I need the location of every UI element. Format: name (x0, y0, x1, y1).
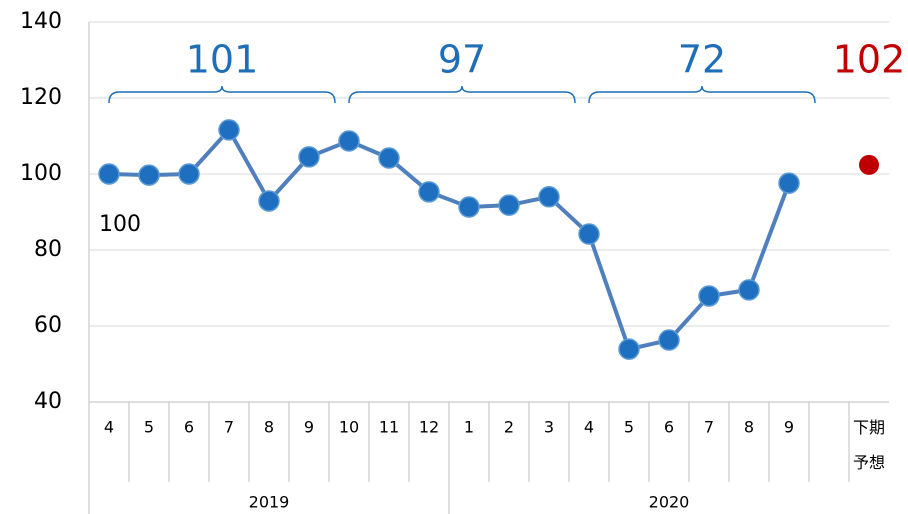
x-tick-label: 3 (544, 418, 554, 437)
period-label: 97 (438, 38, 486, 82)
x-tick-label: 12 (419, 418, 439, 437)
x-tick-label: 7 (704, 418, 714, 437)
point (498, 194, 520, 216)
point (378, 147, 400, 169)
x-tick-label: 下期予想 (853, 418, 885, 472)
point (738, 279, 760, 301)
point-label: 100 (99, 212, 141, 237)
point (138, 164, 160, 186)
x-tick-label: 5 (144, 418, 154, 437)
x-tick-label: 5 (624, 418, 634, 437)
y-tick-label: 40 (34, 389, 62, 414)
point (418, 181, 440, 203)
point (578, 223, 600, 245)
point (258, 190, 280, 212)
y-tick-label: 100 (20, 161, 62, 186)
point (458, 196, 480, 218)
label-line: 下期 (853, 418, 885, 437)
point (658, 329, 680, 351)
series-line (108, 127, 791, 352)
point (338, 130, 360, 152)
x-tick-label: 1 (464, 418, 474, 437)
y-tick-label: 80 (34, 237, 62, 262)
point (618, 338, 640, 360)
x-tick-label: 6 (664, 418, 674, 437)
x-tick-label: 8 (744, 418, 754, 437)
y-tick-label: 120 (20, 85, 62, 110)
period-brace (588, 85, 816, 104)
point (698, 285, 720, 307)
point (218, 119, 240, 141)
x-tick-label: 4 (104, 418, 114, 437)
point (178, 163, 200, 185)
y-tick-label: 140 (20, 9, 62, 34)
point (538, 186, 560, 208)
point (778, 172, 800, 194)
x-tick-label: 4 (584, 418, 594, 437)
x-tick-label: 2 (504, 418, 514, 437)
x-tick-label: 7 (224, 418, 234, 437)
x-tick-label: 10 (339, 418, 359, 437)
period-brace (108, 85, 336, 104)
label-line: 予想 (853, 453, 885, 472)
point (98, 163, 120, 185)
point (298, 146, 320, 168)
period-label: 102 (833, 38, 906, 82)
period-brace (348, 85, 576, 104)
x-tick-label: 8 (264, 418, 274, 437)
period-label: 101 (186, 38, 259, 82)
period-label: 72 (678, 38, 726, 82)
year-label: 2020 (649, 493, 690, 512)
x-tick-label: 9 (304, 418, 314, 437)
point (859, 154, 879, 175)
x-tick-label: 6 (184, 418, 194, 437)
x-tick-label: 11 (379, 418, 399, 437)
x-tick-label: 9 (784, 418, 794, 437)
year-label: 2019 (249, 493, 290, 512)
y-tick-label: 60 (34, 313, 62, 338)
